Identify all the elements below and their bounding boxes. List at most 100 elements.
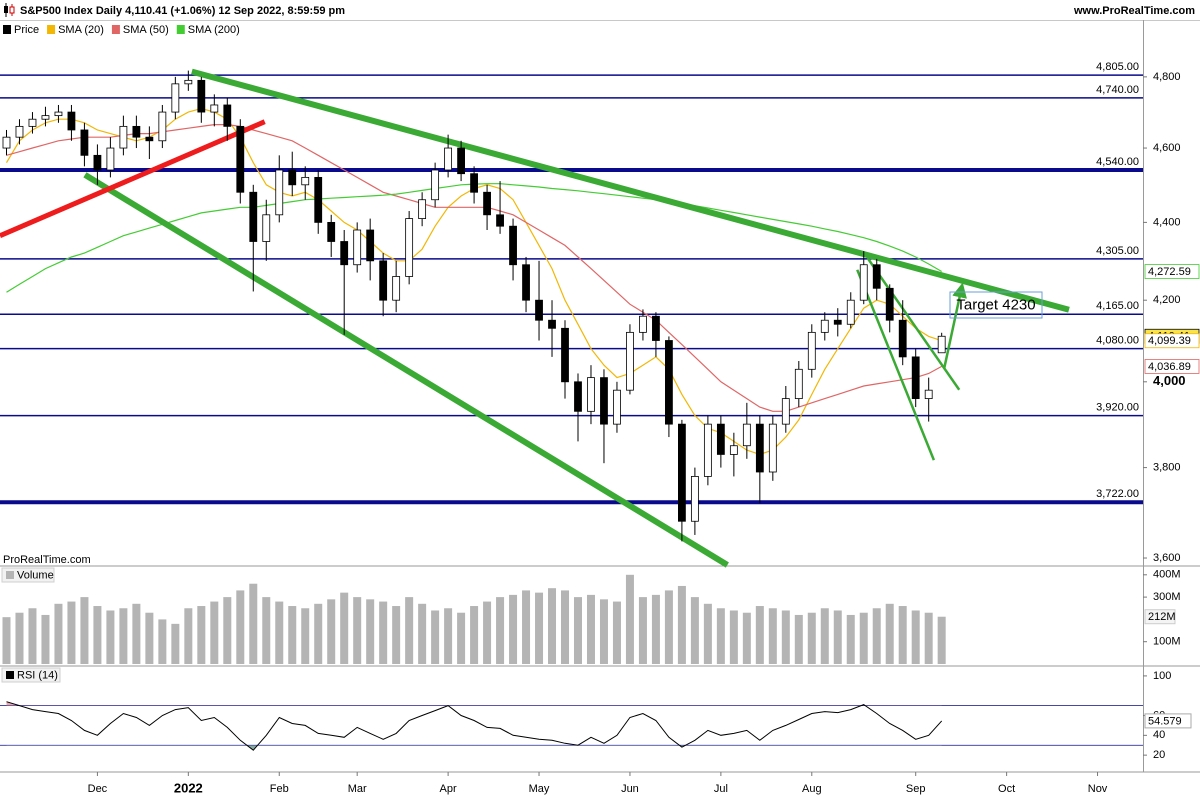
volume-bar — [885, 603, 894, 664]
candle-body — [249, 191, 258, 242]
volume-bar — [145, 612, 154, 664]
trendline — [0, 119, 266, 239]
annotation: Target 4230 — [956, 296, 1035, 313]
y-tick-label: 400M — [1153, 569, 1181, 581]
source: www.ProRealTime.com — [1073, 5, 1195, 17]
volume-bar — [586, 594, 595, 664]
y-tick-label: 3,600 — [1153, 552, 1181, 564]
candle-body — [911, 356, 920, 400]
level-label: 4,540.00 — [1096, 156, 1139, 168]
volume-tag — [1144, 609, 1176, 625]
volume-bar — [548, 588, 557, 664]
volume-bar — [28, 608, 37, 664]
candle-body — [106, 147, 115, 171]
candle-body — [548, 319, 556, 329]
volume-bar — [119, 608, 128, 664]
volume-bar — [340, 592, 349, 664]
candle-body — [898, 319, 907, 358]
candle-body — [924, 389, 933, 400]
candle-body — [314, 176, 323, 223]
x-tick-label: Jun — [621, 783, 639, 795]
volume-bar — [807, 612, 816, 664]
level-label: 4,740.00 — [1096, 84, 1139, 96]
candle-body — [262, 214, 271, 242]
candle-body — [275, 169, 284, 216]
legend-swatch — [3, 25, 11, 34]
price-tag-label: 4,099.39 — [1148, 335, 1191, 347]
volume-bar — [820, 608, 829, 664]
volume-bar — [561, 590, 570, 664]
volume-bar — [2, 617, 11, 664]
volume-bar — [729, 610, 738, 664]
volume-bar — [210, 601, 219, 664]
candle-body — [522, 264, 530, 301]
volume-bar — [638, 597, 647, 664]
candle-body — [626, 331, 634, 391]
legend-swatch — [111, 25, 120, 34]
legend-swatch — [176, 25, 185, 34]
volume-bar — [171, 623, 180, 664]
volume-bar — [911, 610, 920, 664]
volume-bar — [742, 612, 751, 664]
candle-body — [301, 176, 310, 186]
volume-bar — [924, 612, 933, 664]
candle-body — [794, 368, 803, 400]
candle-body — [236, 125, 245, 193]
level-label: 4,805.00 — [1096, 61, 1139, 73]
volume-bar — [158, 619, 167, 664]
candle-body — [768, 423, 777, 473]
rsi-label-swatch — [6, 671, 14, 679]
candle-body — [366, 229, 375, 262]
rsi-line — [6, 701, 943, 751]
candle-body — [132, 125, 141, 138]
volume-bar — [132, 603, 141, 664]
level-label: 4,165.00 — [1096, 300, 1139, 312]
volume-bar — [677, 585, 686, 664]
volume-bar — [392, 606, 401, 664]
volume-bar — [379, 601, 388, 664]
volume-bar — [431, 610, 440, 664]
candle-body — [457, 147, 465, 175]
candle-body — [665, 340, 673, 425]
volume-bar — [496, 597, 505, 664]
candle-body — [41, 115, 50, 120]
candle-body — [184, 79, 193, 85]
candle-body — [171, 83, 180, 113]
candle-body — [54, 111, 63, 117]
x-tick-label: Oct — [998, 783, 1015, 795]
level-label: 3,722.00 — [1096, 488, 1139, 500]
y-tick-label: 4,400 — [1153, 216, 1181, 228]
x-tick-label: Apr — [440, 783, 457, 795]
volume-bar — [470, 606, 479, 664]
volume-label-swatch — [6, 571, 14, 579]
volume-bar — [872, 608, 881, 664]
volume-bar — [937, 616, 946, 664]
candle-body — [742, 423, 751, 447]
price-tag-label: 4,036.89 — [1148, 361, 1191, 373]
volume-bar — [625, 574, 634, 664]
candle-body — [197, 79, 206, 113]
volume-bar — [301, 608, 310, 664]
candle-body — [418, 199, 427, 219]
price-tag — [1144, 264, 1200, 279]
volume-bar — [612, 601, 621, 664]
level-label: 4,305.00 — [1096, 245, 1139, 257]
volume-bar — [197, 606, 206, 664]
volume-bar — [457, 612, 466, 664]
volume-bar — [223, 597, 232, 664]
legend-label: Price — [14, 24, 39, 36]
candle-body — [80, 129, 89, 156]
candle-body — [470, 173, 478, 193]
volume-bar — [93, 606, 102, 664]
volume-bar — [15, 612, 24, 664]
candle-body — [483, 191, 491, 216]
candle-body — [405, 218, 414, 277]
volume-bar — [249, 583, 258, 664]
candle-body — [587, 377, 595, 412]
x-tick-label: May — [529, 783, 550, 795]
candle-body — [340, 241, 349, 266]
volume-bar — [314, 603, 323, 664]
volume-bar — [275, 601, 284, 664]
